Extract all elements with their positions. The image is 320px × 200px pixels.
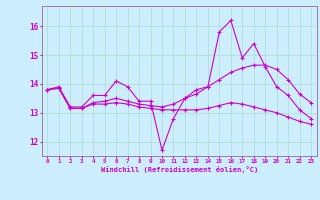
X-axis label: Windchill (Refroidissement éolien,°C): Windchill (Refroidissement éolien,°C) <box>100 166 258 173</box>
